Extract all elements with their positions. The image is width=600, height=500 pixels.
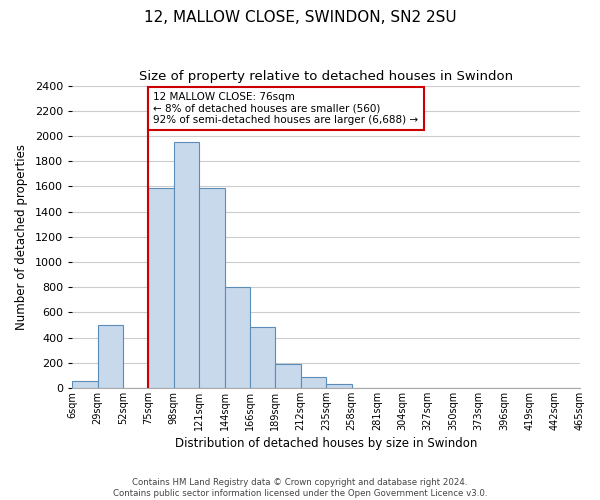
Bar	[250, 328, 275, 388]
Title: Size of property relative to detached houses in Swindon: Size of property relative to detached ho…	[139, 70, 513, 83]
Y-axis label: Number of detached properties: Number of detached properties	[15, 144, 28, 330]
Bar	[326, 384, 352, 388]
Text: 12 MALLOW CLOSE: 76sqm
← 8% of detached houses are smaller (560)
92% of semi-det: 12 MALLOW CLOSE: 76sqm ← 8% of detached …	[154, 92, 419, 125]
Text: Contains HM Land Registry data © Crown copyright and database right 2024.
Contai: Contains HM Land Registry data © Crown c…	[113, 478, 487, 498]
Bar	[224, 287, 250, 388]
Bar	[98, 325, 123, 388]
Bar	[72, 381, 98, 388]
Bar	[148, 188, 174, 388]
Bar	[199, 188, 224, 388]
Bar	[174, 142, 199, 388]
Text: 12, MALLOW CLOSE, SWINDON, SN2 2SU: 12, MALLOW CLOSE, SWINDON, SN2 2SU	[143, 10, 457, 25]
Bar	[301, 376, 326, 388]
X-axis label: Distribution of detached houses by size in Swindon: Distribution of detached houses by size …	[175, 437, 477, 450]
Bar	[275, 364, 301, 388]
